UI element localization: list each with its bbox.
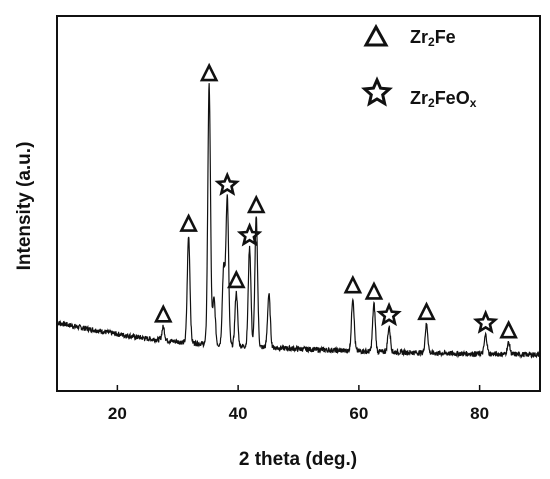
plot-frame <box>56 15 541 392</box>
x-axis-title: 2 theta (deg.) <box>239 449 357 470</box>
zr2feox-star-marker <box>472 309 499 334</box>
zr2fe-triangle-marker <box>499 319 518 339</box>
zr2fe-triangle-marker <box>246 194 266 214</box>
zr2fe-triangle-marker <box>364 281 384 300</box>
zr2fe-triangle-marker <box>153 304 173 323</box>
x-tick-label: 80 <box>470 404 489 423</box>
x-tick-label: 60 <box>349 404 368 423</box>
y-axis-title: Intensity (a.u.) <box>14 142 35 271</box>
zr2fe-triangle-marker <box>343 274 363 294</box>
legend-label-zr2fe: Zr2Fe <box>410 27 456 49</box>
legend: Zr2Fe Zr2FeOx <box>361 23 477 110</box>
zr2fe-triangle-marker <box>179 213 198 232</box>
zr2fe-triangle-marker <box>199 62 219 82</box>
zr2fe-triangle-marker <box>417 301 436 321</box>
x-tick-label: 40 <box>229 404 248 423</box>
legend-triangle-icon <box>363 23 389 47</box>
xrd-pattern-line <box>56 83 541 359</box>
legend-star-icon <box>361 76 393 107</box>
zr2fe-triangle-marker <box>227 269 246 289</box>
zr2feox-star-marker <box>214 171 240 196</box>
legend-label-zr2feox: Zr2FeOx <box>410 88 477 110</box>
zr2feox-star-marker <box>376 301 402 327</box>
x-tick-label: 20 <box>108 404 127 423</box>
zr2feox-star-marker <box>236 222 263 247</box>
